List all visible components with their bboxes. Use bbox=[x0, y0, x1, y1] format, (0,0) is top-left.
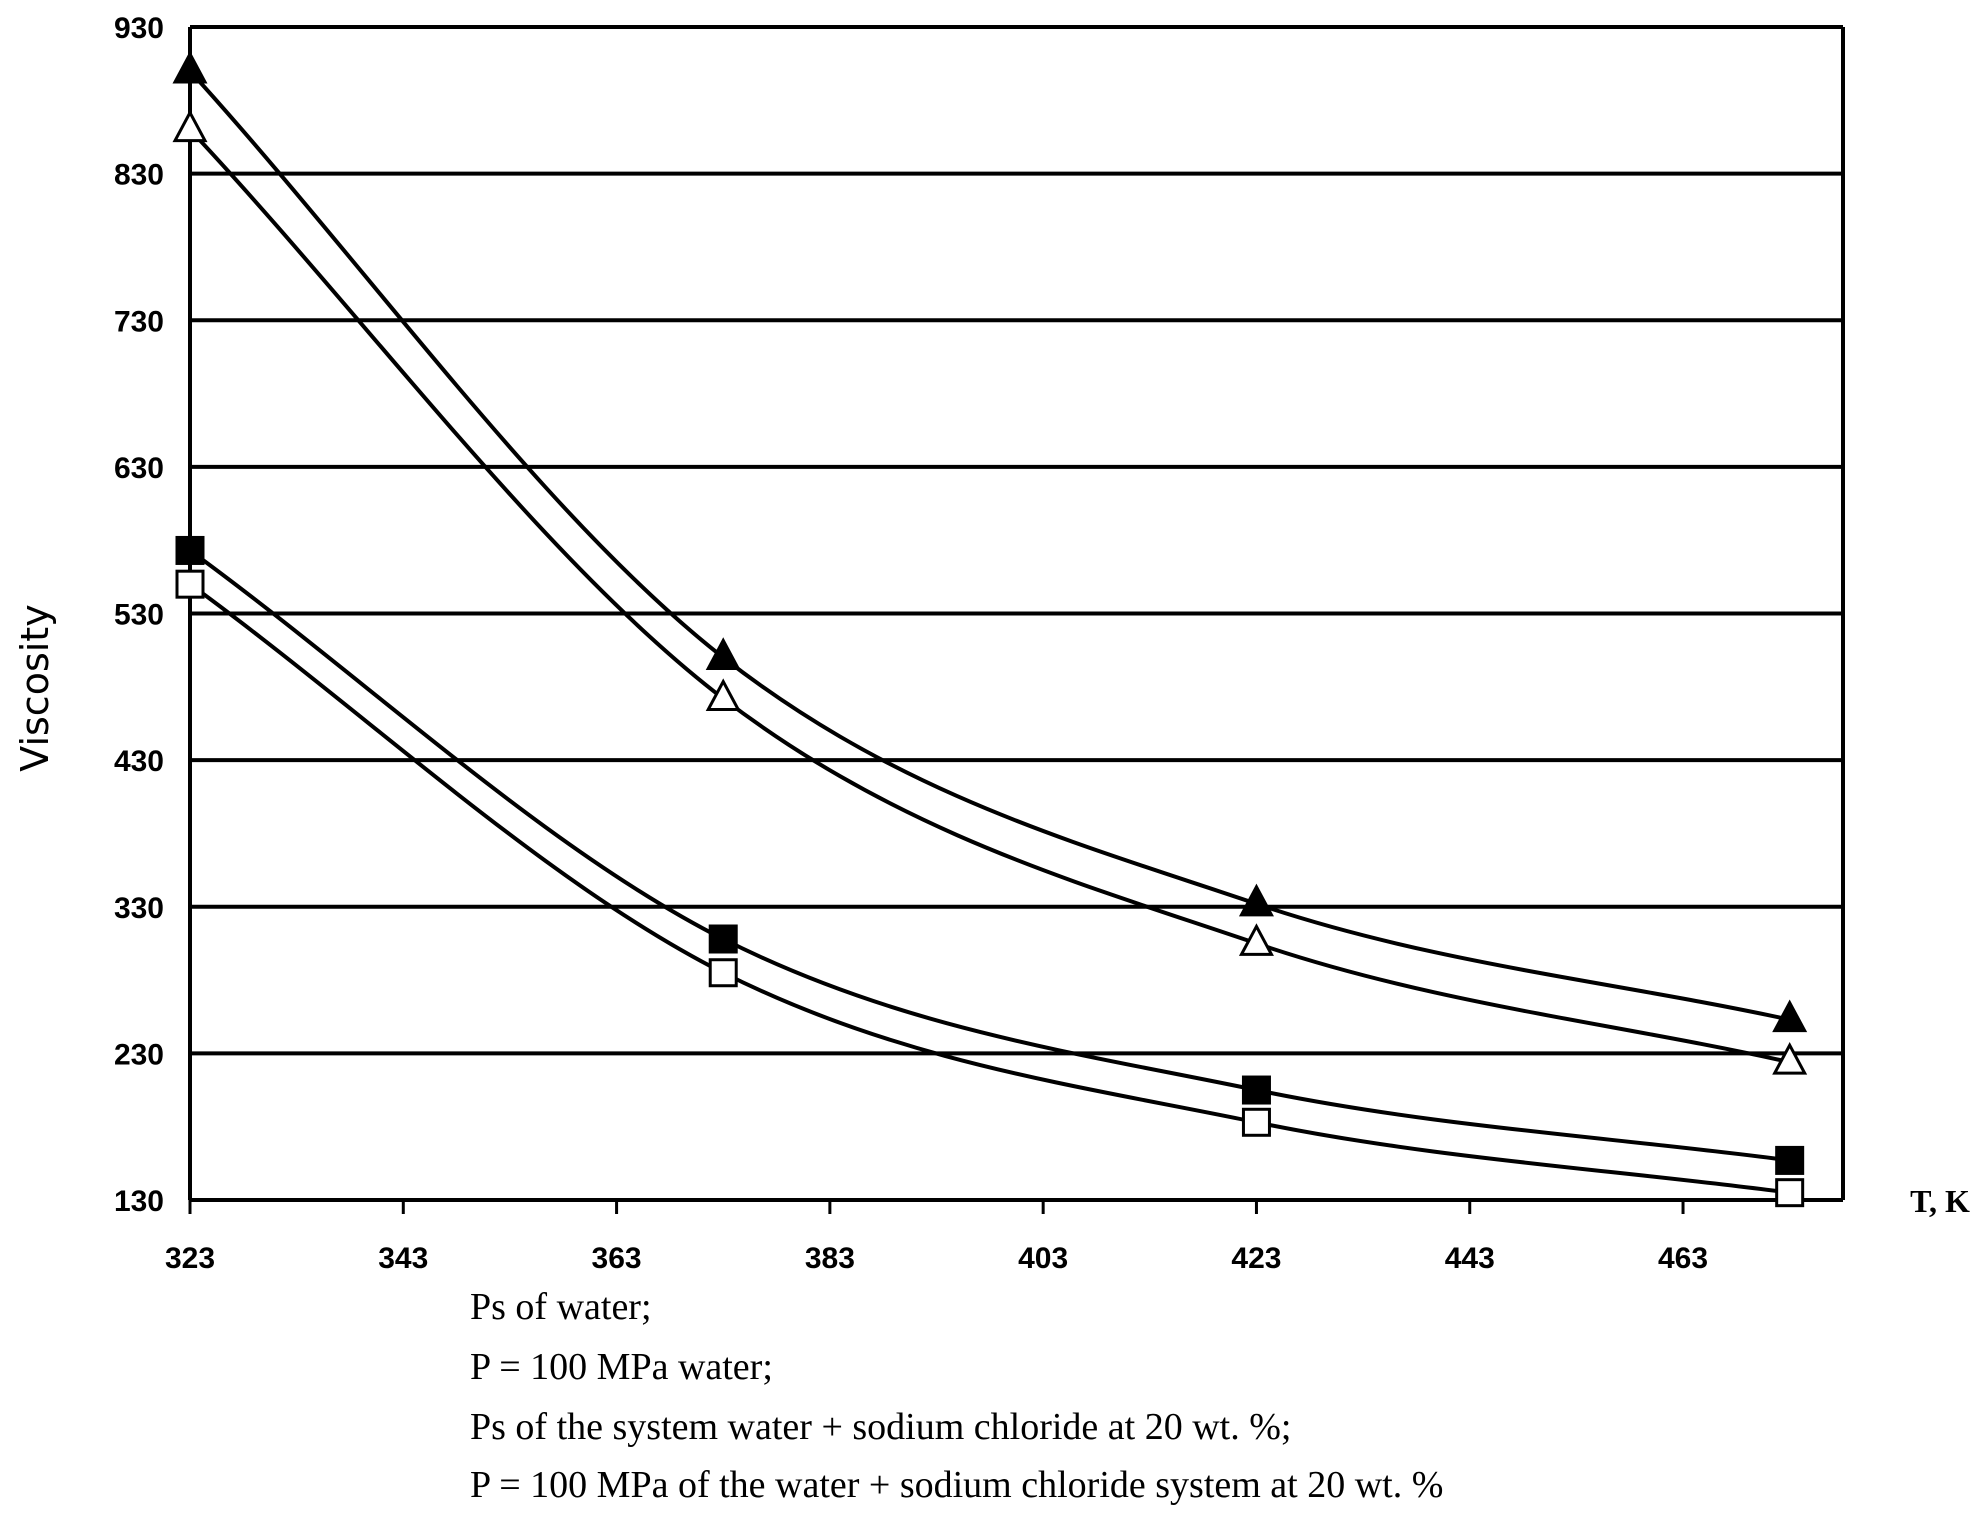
axes bbox=[188, 27, 1845, 1214]
y-tick-230: 230 bbox=[114, 1038, 164, 1071]
legend-entry-ps-nacl: Ps of the system water + sodium chloride… bbox=[470, 1406, 1292, 1448]
series-3-point-1 bbox=[705, 637, 741, 670]
series-0-point-2 bbox=[1241, 1107, 1271, 1137]
series-markers bbox=[172, 50, 1808, 1208]
y-tick-330: 330 bbox=[114, 892, 164, 925]
x-tick-383: 383 bbox=[805, 1242, 855, 1275]
series-1-curve bbox=[188, 548, 1790, 1163]
legend-entry-100mpa-water: P = 100 MPa water; bbox=[470, 1346, 773, 1388]
series-1-point-2 bbox=[1241, 1075, 1271, 1105]
x-tick-403: 403 bbox=[1018, 1242, 1068, 1275]
x-tick-463: 463 bbox=[1658, 1242, 1708, 1275]
series-3-point-0 bbox=[172, 50, 208, 84]
y-tick-730: 730 bbox=[114, 305, 164, 338]
x-axis-label: T, K bbox=[1910, 1183, 1970, 1219]
series-2-curve bbox=[188, 128, 1791, 1065]
x-tick-443: 443 bbox=[1445, 1242, 1495, 1275]
series-2-point-3 bbox=[1772, 1041, 1808, 1075]
series-1-point-0 bbox=[175, 535, 205, 565]
y-tick-430: 430 bbox=[114, 745, 164, 778]
y-axis-label: Viscosity bbox=[13, 604, 57, 771]
series-1-point-3 bbox=[1775, 1145, 1805, 1175]
series-3-point-3 bbox=[1772, 999, 1808, 1033]
series-0-point-0 bbox=[175, 569, 205, 599]
x-tick-labels: 323 343 363 383 403 423 443 463 bbox=[165, 1242, 1708, 1275]
series-3-curve bbox=[188, 69, 1791, 1022]
x-tick-343: 343 bbox=[378, 1242, 428, 1275]
x-tick-323: 323 bbox=[165, 1242, 215, 1275]
series-3-point-2 bbox=[1238, 883, 1274, 917]
legend-entry-ps-water: Ps of water; bbox=[470, 1286, 652, 1328]
y-tick-930: 930 bbox=[114, 12, 164, 45]
y-tick-530: 530 bbox=[114, 599, 164, 632]
series-curves bbox=[188, 69, 1791, 1195]
series-0-point-1 bbox=[708, 958, 738, 988]
series-2-point-2 bbox=[1238, 923, 1274, 956]
series-1-point-1 bbox=[708, 924, 738, 954]
y-tick-830: 830 bbox=[114, 159, 164, 192]
y-tick-630: 630 bbox=[114, 452, 164, 485]
legend-entry-100mpa-nacl: P = 100 MPa of the water + sodium chlori… bbox=[470, 1464, 1444, 1506]
y-tick-130: 130 bbox=[114, 1185, 164, 1218]
x-tick-423: 423 bbox=[1231, 1242, 1281, 1275]
x-tick-363: 363 bbox=[592, 1242, 642, 1275]
y-tick-labels: 130 230 330 430 530 630 730 830 930 bbox=[114, 12, 164, 1218]
series-2-point-0 bbox=[172, 109, 208, 143]
series-2-point-1 bbox=[705, 678, 741, 712]
series-0-point-3 bbox=[1775, 1178, 1805, 1208]
series-0-curve bbox=[188, 582, 1790, 1195]
grid-lines bbox=[190, 25, 1843, 1202]
